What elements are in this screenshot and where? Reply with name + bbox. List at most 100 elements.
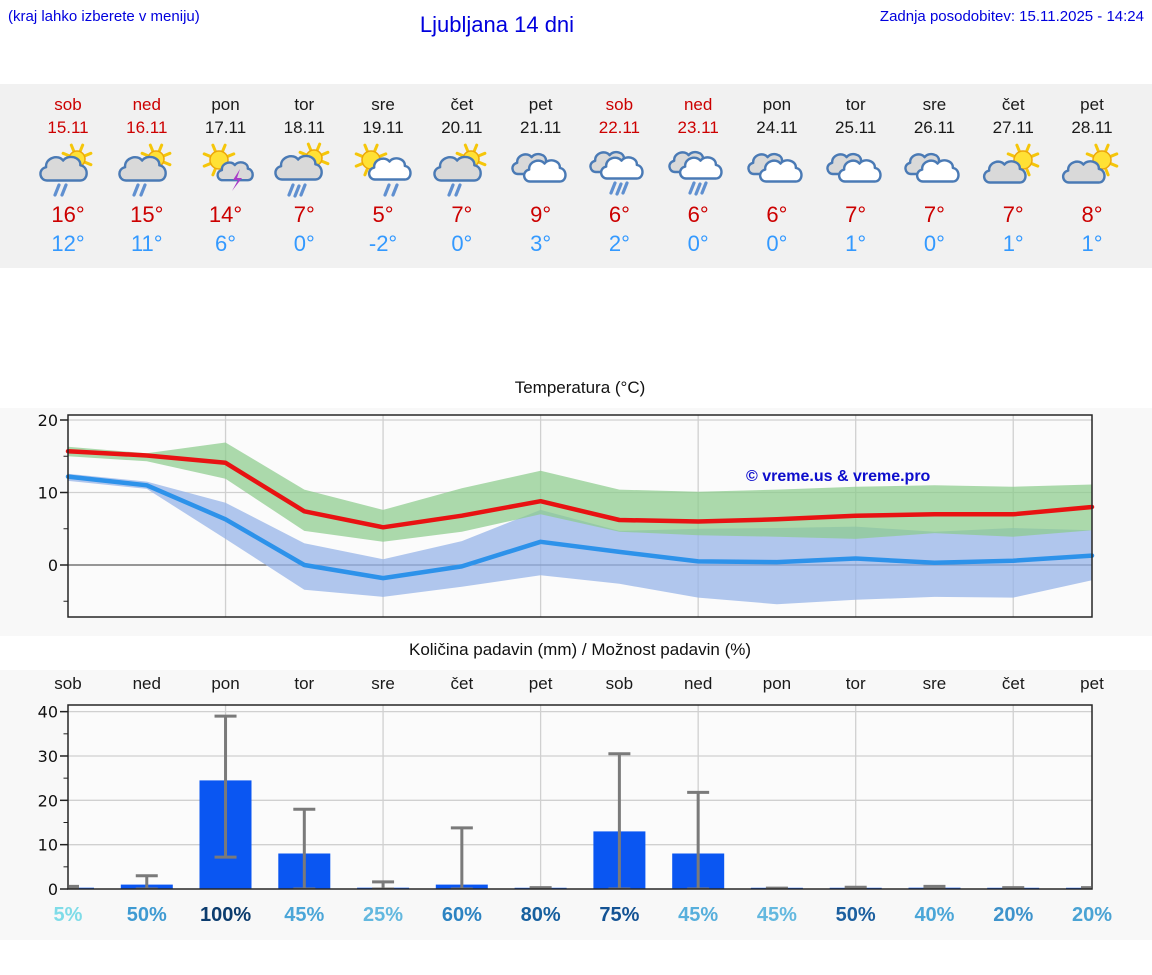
temperature-chart-title: Temperatura (°C) bbox=[514, 378, 646, 397]
page-title: Ljubljana 14 dni bbox=[419, 12, 575, 37]
svg-text:10: 10 bbox=[38, 836, 58, 855]
day-date: 21.11 bbox=[519, 118, 562, 137]
day-name: ned bbox=[132, 95, 161, 114]
precip-probability: 40% bbox=[914, 904, 955, 926]
day-min-temp: 1° bbox=[1002, 231, 1024, 256]
day-min-temp: 1° bbox=[845, 231, 867, 256]
day-min-temp: 3° bbox=[530, 231, 552, 256]
day-cell-23.11[interactable]: ned 23.11 6° 0° bbox=[659, 94, 738, 258]
sun-cloud-rain-icon bbox=[39, 143, 93, 197]
precip-day-label: pet bbox=[1080, 674, 1104, 693]
precip-probability: 45% bbox=[284, 904, 325, 926]
day-cell-28.11[interactable]: pet 28.11 8° 1° bbox=[1053, 94, 1132, 258]
precip-day-label: čet bbox=[1001, 674, 1025, 693]
svg-text:40: 40 bbox=[38, 703, 58, 722]
day-cell-26.11[interactable]: sre 26.11 7° 0° bbox=[895, 94, 974, 258]
day-cell-15.11[interactable]: sob 15.11 16° 12° bbox=[29, 94, 108, 258]
day-cell-20.11[interactable]: čet 20.11 7° 0° bbox=[422, 94, 501, 258]
cloudy-icon bbox=[904, 152, 961, 183]
day-cell-18.11[interactable]: tor 18.11 7° 0° bbox=[265, 94, 344, 258]
day-max-temp: 6° bbox=[608, 202, 630, 227]
precip-day-label: sob bbox=[54, 674, 82, 693]
day-name: pet bbox=[528, 95, 553, 114]
day-max-temp: 5° bbox=[372, 202, 394, 227]
day-name: sre bbox=[371, 95, 395, 114]
day-min-temp: 0° bbox=[293, 231, 315, 256]
day-cell-24.11[interactable]: pon 24.11 6° 0° bbox=[737, 94, 816, 258]
precipitation-chart-title: Količina padavin (mm) / Možnost padavin … bbox=[408, 640, 752, 659]
day-max-temp: 7° bbox=[845, 202, 867, 227]
sun-cloud-rain-icon bbox=[118, 143, 172, 197]
day-min-temp: 0° bbox=[451, 231, 473, 256]
day-max-temp: 6° bbox=[766, 202, 788, 227]
precip-probability: 45% bbox=[756, 904, 797, 926]
menu-hint-link[interactable]: (kraj lahko izberete v meniju) bbox=[8, 8, 200, 25]
cloudy-rain-icon bbox=[668, 150, 723, 196]
day-name: čet bbox=[1001, 95, 1025, 114]
precip-day-label: ned bbox=[683, 674, 713, 693]
day-cell-22.11[interactable]: sob 22.11 6° 2° bbox=[580, 94, 659, 258]
day-name: tor bbox=[294, 95, 315, 114]
day-date: 22.11 bbox=[598, 118, 641, 137]
day-min-temp: 0° bbox=[923, 231, 945, 256]
precip-day-label: sre bbox=[922, 674, 947, 693]
day-date: 24.11 bbox=[756, 118, 798, 137]
precip-probability: 100% bbox=[199, 904, 252, 926]
day-cell-17.11[interactable]: pon 17.11 14° 6° bbox=[186, 94, 265, 258]
day-cell-25.11[interactable]: tor 25.11 7° 1° bbox=[816, 94, 895, 258]
precip-day-label: ned bbox=[132, 674, 161, 693]
day-date: 26.11 bbox=[913, 118, 956, 137]
day-max-temp: 8° bbox=[1081, 202, 1103, 227]
precip-probability: 50% bbox=[126, 904, 167, 926]
day-name: sob bbox=[605, 95, 634, 114]
precip-probability: 75% bbox=[599, 904, 640, 926]
precip-day-label: pon bbox=[211, 674, 240, 693]
day-max-temp: 7° bbox=[451, 202, 473, 227]
day-cell-27.11[interactable]: čet 27.11 7° 1° bbox=[974, 94, 1053, 258]
day-date: 16.11 bbox=[126, 118, 168, 137]
day-cell-16.11[interactable]: ned 16.11 15° 11° bbox=[107, 94, 186, 258]
precip-probability: 45% bbox=[678, 904, 719, 926]
day-cell-21.11[interactable]: pet 21.11 9° 3° bbox=[501, 94, 580, 258]
day-max-temp: 15° bbox=[130, 202, 164, 227]
day-date: 25.11 bbox=[835, 118, 877, 137]
day-min-temp: 11° bbox=[130, 231, 163, 256]
day-max-temp: 7° bbox=[923, 202, 945, 227]
day-name: čet bbox=[450, 95, 474, 114]
day-date: 28.11 bbox=[1071, 118, 1113, 137]
precip-probability: 20% bbox=[1071, 904, 1113, 926]
day-max-temp: 6° bbox=[687, 202, 709, 227]
precip-day-label: sob bbox=[605, 674, 634, 693]
svg-text:20: 20 bbox=[38, 791, 58, 810]
precip-probability: 5% bbox=[53, 904, 83, 926]
precip-probability: 20% bbox=[993, 904, 1034, 926]
precip-probability: 60% bbox=[441, 904, 482, 926]
svg-text:0: 0 bbox=[48, 880, 58, 899]
sun-cloud-heavyrain-icon bbox=[274, 142, 330, 198]
day-cell-19.11[interactable]: sre 19.11 5° -2° bbox=[344, 94, 423, 258]
svg-text:30: 30 bbox=[38, 747, 58, 766]
day-min-temp: 12° bbox=[51, 231, 85, 256]
precip-day-label: pet bbox=[528, 674, 553, 693]
precip-probability: 25% bbox=[363, 904, 404, 926]
day-date: 27.11 bbox=[992, 118, 1034, 137]
day-min-temp: 0° bbox=[766, 231, 788, 256]
cloudy-icon bbox=[510, 152, 567, 183]
cloud-sun-icon bbox=[1061, 143, 1119, 184]
precip-day-label: pon bbox=[762, 674, 792, 693]
day-name: tor bbox=[845, 95, 866, 114]
cloud-sun-icon bbox=[983, 143, 1040, 184]
day-min-temp: -2° bbox=[368, 231, 398, 256]
temperature-chart: 0 10 20 bbox=[0, 408, 1152, 636]
day-name: pon bbox=[211, 95, 240, 114]
day-name: pon bbox=[762, 95, 792, 114]
day-date: 15.11 bbox=[47, 118, 89, 137]
precipitation-figure: sob ned pon tor sre čet pet sob ned pon tor sre čet p… bbox=[0, 670, 1152, 940]
precipitation-chart: 0 10 20 30 40 bbox=[0, 670, 1152, 940]
cloudy-icon bbox=[747, 152, 803, 183]
day-max-temp: 9° bbox=[530, 202, 552, 227]
day-min-temp: 0° bbox=[687, 231, 709, 256]
precip-day-label: tor bbox=[294, 674, 315, 693]
precip-day-label: čet bbox=[450, 674, 474, 693]
day-name: pet bbox=[1080, 95, 1104, 114]
